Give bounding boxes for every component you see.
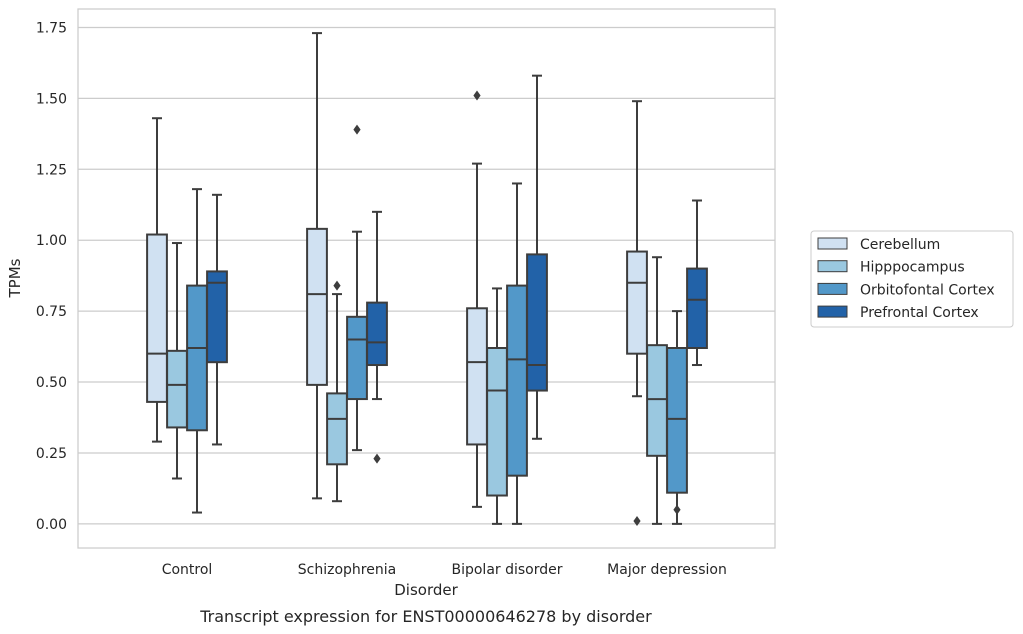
box-prefrontal-cortex xyxy=(366,210,388,464)
legend-frame xyxy=(810,230,1014,328)
y-axis-ticks: 0.00 0.25 0.50 0.75 1.00 1.25 1.50 1.75 xyxy=(36,20,67,532)
box-iqr xyxy=(366,301,388,367)
y-tick-label: 1.00 xyxy=(36,233,67,249)
plot-frame xyxy=(77,8,776,549)
box-iqr xyxy=(166,349,188,429)
y-tick-label: 0.75 xyxy=(36,304,67,320)
y-tick-label: 1.50 xyxy=(36,91,67,107)
box-hipppocampus xyxy=(646,256,668,525)
box-hipppocampus xyxy=(166,242,188,480)
box-iqr xyxy=(306,227,328,386)
box-iqr xyxy=(326,392,348,466)
box-hipppocampus xyxy=(486,287,508,525)
box-cerebellum xyxy=(626,100,648,527)
y-axis-label: TPMs xyxy=(6,258,24,298)
x-tick-label: Control xyxy=(162,562,213,578)
y-tick-label: 1.75 xyxy=(36,20,67,36)
box-cerebellum xyxy=(306,32,328,500)
box-iqr xyxy=(686,267,708,350)
box-iqr xyxy=(346,315,368,401)
box-orbitofontal-cortex xyxy=(666,310,688,525)
outlier-point xyxy=(373,453,381,464)
box-iqr xyxy=(526,253,548,392)
y-tick-label: 0.00 xyxy=(36,517,67,533)
y-tick-label: 1.25 xyxy=(36,162,67,178)
chart-caption: Transcript expression for ENST0000064627… xyxy=(199,607,652,626)
x-axis-label: Disorder xyxy=(394,581,458,599)
box-iqr xyxy=(486,347,508,497)
box-orbitofontal-cortex xyxy=(186,188,208,514)
box-cerebellum xyxy=(466,90,488,508)
box-iqr xyxy=(666,347,688,494)
legend: Cerebellum Hipppocampus Orbitofontal Corte… xyxy=(810,230,1014,328)
box-orbitofontal-cortex xyxy=(506,182,528,525)
legend-label: Orbitofontal Cortex xyxy=(860,282,995,298)
outlier-point xyxy=(673,504,681,515)
x-tick-label: Bipolar disorder xyxy=(451,562,562,578)
outlier-point xyxy=(333,280,341,291)
box-iqr xyxy=(186,284,208,432)
x-tick-label: Major depression xyxy=(607,562,727,578)
box-iqr xyxy=(646,344,668,457)
box-iqr xyxy=(466,307,488,446)
plot-area xyxy=(146,32,708,527)
box-orbitofontal-cortex xyxy=(346,124,368,452)
x-axis-ticks: Control Schizophrenia Bipolar disorder Majo… xyxy=(162,562,727,578)
legend-label: Cerebellum xyxy=(860,237,940,253)
legend-label: Prefrontal Cortex xyxy=(860,305,979,321)
box-iqr xyxy=(146,233,168,403)
outlier-point xyxy=(473,90,481,101)
box-prefrontal-cortex xyxy=(526,74,548,440)
x-tick-label: Schizophrenia xyxy=(298,562,396,578)
box-iqr xyxy=(506,284,528,477)
y-tick-label: 0.50 xyxy=(36,375,67,391)
box-hipppocampus xyxy=(326,280,348,503)
box-iqr xyxy=(206,270,228,364)
box-prefrontal-cortex xyxy=(686,199,708,367)
box-cerebellum xyxy=(146,117,168,443)
legend-label: Hipppocampus xyxy=(860,260,965,276)
box-iqr xyxy=(626,250,648,355)
y-tick-label: 0.25 xyxy=(36,446,67,462)
legend-swatch xyxy=(817,282,848,295)
legend-swatch xyxy=(817,237,848,250)
outlier-point xyxy=(353,124,361,135)
legend-swatch xyxy=(817,305,848,318)
legend-swatch xyxy=(817,260,848,273)
box-prefrontal-cortex xyxy=(206,193,228,446)
outlier-point xyxy=(633,516,641,527)
